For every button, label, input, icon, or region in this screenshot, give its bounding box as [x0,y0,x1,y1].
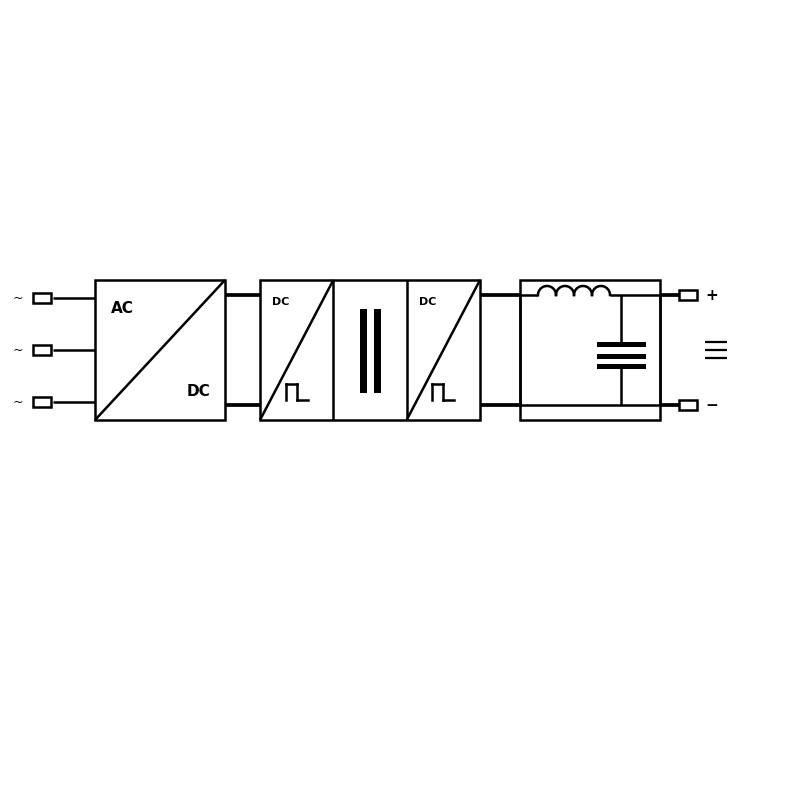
Text: DC: DC [272,297,290,307]
Bar [33,345,51,355]
Text: +: + [705,287,718,302]
Text: DC: DC [186,385,210,399]
Text: ~: ~ [13,343,23,357]
Bar [520,280,660,420]
Text: −: − [705,398,718,413]
Bar [95,280,225,420]
Bar [679,400,697,410]
Bar [679,290,697,300]
Bar [33,397,51,407]
Text: ~: ~ [13,291,23,305]
Text: AC: AC [110,301,134,315]
Text: DC: DC [418,297,436,307]
Bar [260,280,480,420]
Text: ~: ~ [13,395,23,409]
Bar [33,293,51,303]
